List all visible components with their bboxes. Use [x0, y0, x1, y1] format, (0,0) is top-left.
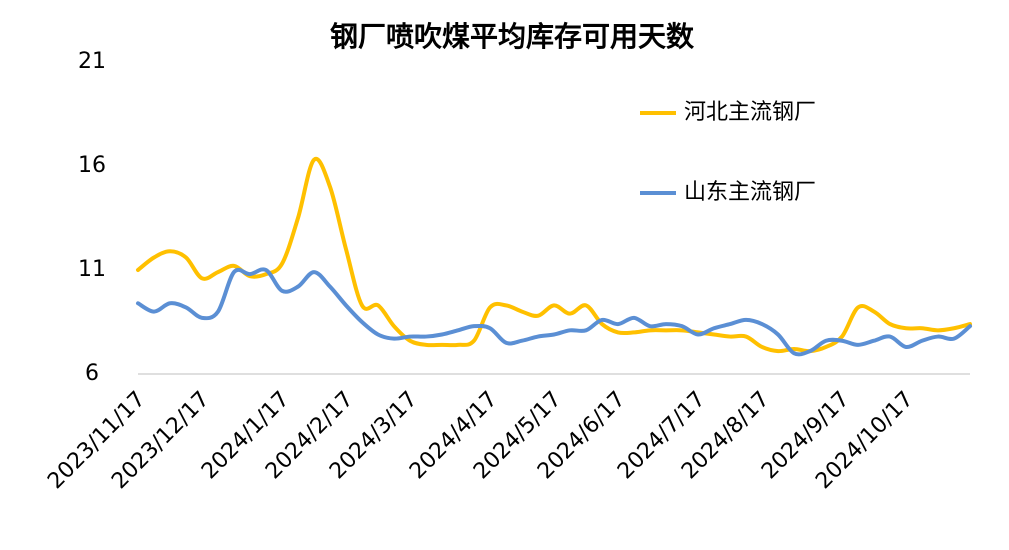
legend-label: 山东主流钢厂 — [684, 180, 816, 205]
legend-label: 河北主流钢厂 — [684, 100, 816, 125]
series-line — [136, 156, 972, 354]
series-line — [136, 267, 972, 357]
y-tick-label: 21 — [78, 49, 106, 74]
y-tick-label: 11 — [78, 257, 106, 282]
y-tick-label: 6 — [85, 361, 99, 386]
y-tick-label: 16 — [78, 153, 106, 178]
chart-title: 钢厂喷吹煤平均库存可用天数 — [330, 20, 695, 53]
